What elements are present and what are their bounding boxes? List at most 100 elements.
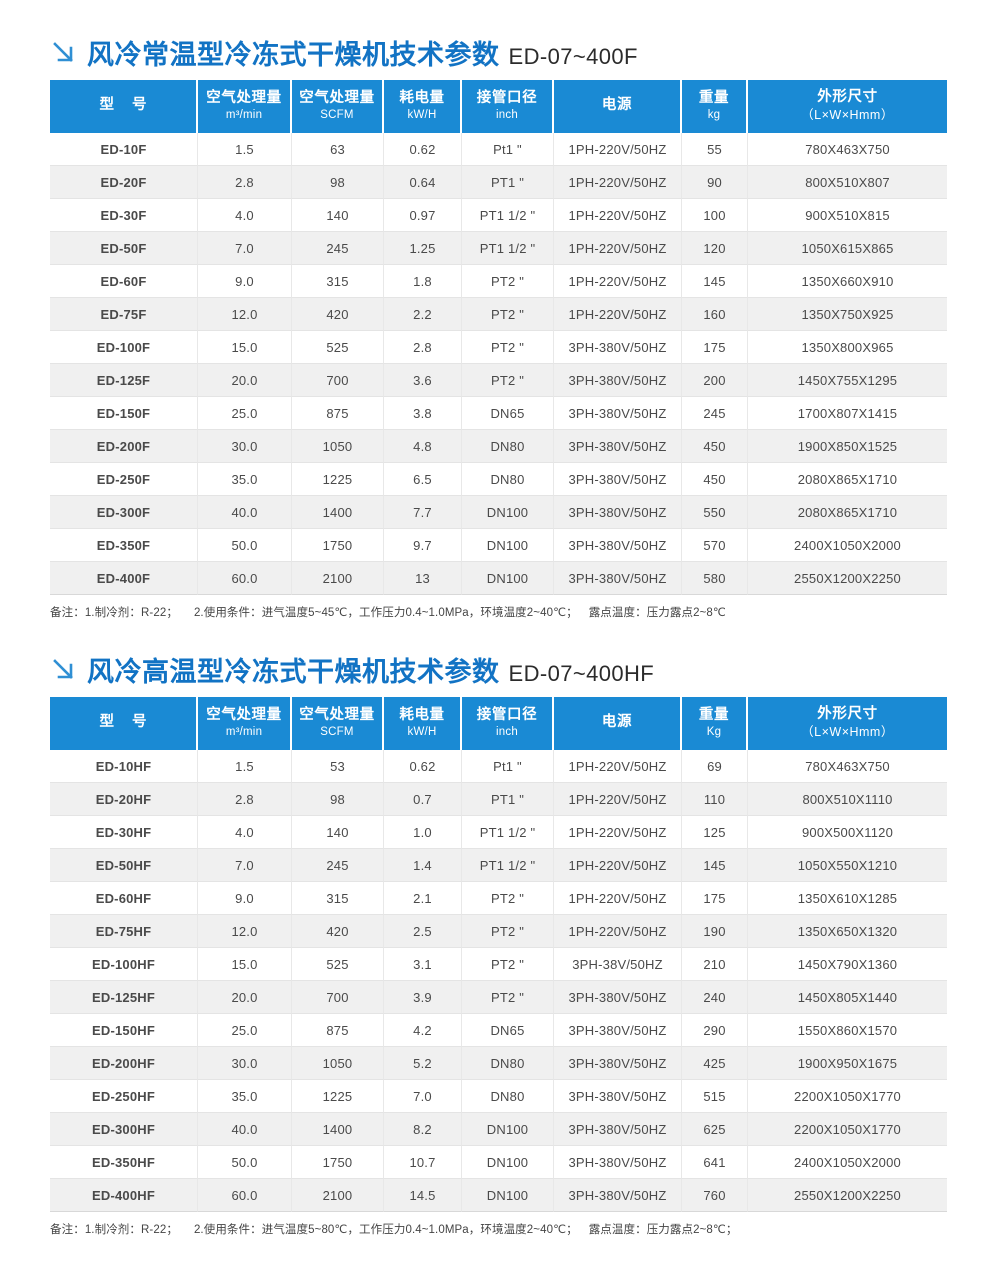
cell-supply: 1PH-220V/50HZ (554, 133, 682, 166)
cell-air-m3: 12.0 (198, 298, 292, 331)
cell-power-kwh: 0.97 (384, 199, 462, 232)
col-header-supply: 电源 (554, 80, 682, 133)
cell-dims: 1900X950X1675 (748, 1047, 947, 1080)
cell-supply: 1PH-220V/50HZ (554, 166, 682, 199)
table-row: ED-60HF 9.0 315 2.1 PT2 " 1PH-220V/50HZ 175 135… (50, 882, 947, 915)
cell-model: ED-300F (50, 496, 198, 529)
cell-weight: 120 (682, 232, 748, 265)
cell-weight: 240 (682, 981, 748, 1014)
down-right-arrow-icon (52, 41, 78, 67)
table-row: ED-75HF 12.0 420 2.5 PT2 " 1PH-220V/50HZ 190 13… (50, 915, 947, 948)
col-header-weight-cn: 重量 (698, 89, 730, 106)
cell-dims: 1350X650X1320 (748, 915, 947, 948)
cell-weight: 450 (682, 430, 748, 463)
cell-pipe: PT1 " (462, 783, 554, 816)
cell-pipe: PT1 " (462, 166, 554, 199)
cell-air-scfm: 700 (292, 981, 384, 1014)
col-header-pipe-cn: 接管口径 (476, 706, 538, 723)
cell-supply: 1PH-220V/50HZ (554, 816, 682, 849)
cell-air-scfm: 98 (292, 783, 384, 816)
cell-dims: 1050X550X1210 (748, 849, 947, 882)
col-header-model-cn: 型 号 (99, 714, 154, 731)
cell-air-m3: 4.0 (198, 199, 292, 232)
cell-power-kwh: 6.5 (384, 463, 462, 496)
cell-weight: 210 (682, 948, 748, 981)
col-header-weight: 重量 Kg (682, 697, 748, 750)
cell-weight: 290 (682, 1014, 748, 1047)
cell-dims: 1350X610X1285 (748, 882, 947, 915)
table-body-normal-temp: ED-10F 1.5 63 0.62 Pt1 " 1PH-220V/50HZ 55 780X4… (50, 133, 947, 595)
cell-supply: 1PH-220V/50HZ (554, 298, 682, 331)
cell-air-scfm: 1225 (292, 1080, 384, 1113)
col-header-air-m3: 空气处理量 m³/min (198, 80, 292, 133)
cell-dims: 1350X660X910 (748, 265, 947, 298)
cell-weight: 100 (682, 199, 748, 232)
cell-supply: 1PH-220V/50HZ (554, 232, 682, 265)
footnote-high-temp: 备注：1.制冷剂：R-22； 2.使用条件：进气温度5~80℃，工作压力0.4~1… (50, 1221, 947, 1237)
col-header-power-kwh: 耗电量 kW/H (384, 697, 462, 750)
col-header-air-m3-cn: 空气处理量 (206, 89, 282, 106)
cell-model: ED-400HF (50, 1179, 198, 1212)
cell-weight: 515 (682, 1080, 748, 1113)
col-header-model: 型 号 (50, 80, 198, 133)
cell-model: ED-350HF (50, 1146, 198, 1179)
cell-weight: 200 (682, 364, 748, 397)
cell-air-scfm: 63 (292, 133, 384, 166)
cell-pipe: PT2 " (462, 948, 554, 981)
cell-pipe: Pt1 " (462, 133, 554, 166)
cell-pipe: PT2 " (462, 981, 554, 1014)
cell-air-m3: 2.8 (198, 166, 292, 199)
col-header-dimensions-cn: 外形尺寸 (817, 706, 878, 723)
cell-power-kwh: 5.2 (384, 1047, 462, 1080)
cell-air-scfm: 2100 (292, 1179, 384, 1212)
cell-model: ED-60HF (50, 882, 198, 915)
spec-table-normal-temp: 型 号 空气处理量 m³/min 空气处理量 SCFM 耗电量 kW/H (50, 80, 947, 595)
col-header-air-m3-unit: m³/min (225, 725, 263, 738)
table-row: ED-30F 4.0 140 0.97 PT1 1/2 " 1PH-220V/50HZ 10… (50, 199, 947, 232)
cell-air-m3: 50.0 (198, 1146, 292, 1179)
cell-supply: 3PH-38V/50HZ (554, 948, 682, 981)
col-header-weight: 重量 kg (682, 80, 748, 133)
col-header-air-scfm-cn: 空气处理量 (299, 89, 375, 106)
cell-power-kwh: 0.62 (384, 750, 462, 783)
cell-dims: 2550X1200X2250 (748, 562, 947, 595)
cell-dims: 780X463X750 (748, 133, 947, 166)
cell-weight: 625 (682, 1113, 748, 1146)
cell-weight: 641 (682, 1146, 748, 1179)
cell-air-scfm: 315 (292, 882, 384, 915)
cell-model: ED-200HF (50, 1047, 198, 1080)
cell-dims: 2080X865X1710 (748, 463, 947, 496)
cell-model: ED-50F (50, 232, 198, 265)
col-header-power-kwh-cn: 耗电量 (399, 89, 445, 106)
cell-supply: 3PH-380V/50HZ (554, 463, 682, 496)
cell-supply: 3PH-380V/50HZ (554, 1014, 682, 1047)
cell-model: ED-20F (50, 166, 198, 199)
cell-air-m3: 40.0 (198, 1113, 292, 1146)
cell-pipe: DN100 (462, 562, 554, 595)
col-header-model-cn: 型 号 (99, 97, 154, 114)
cell-supply: 1PH-220V/50HZ (554, 783, 682, 816)
footnote-item3: 露点温度：压力露点2~8℃； (588, 1224, 738, 1236)
col-header-air-scfm-unit: SCFM (320, 725, 354, 738)
table-row: ED-10HF 1.5 53 0.62 Pt1 " 1PH-220V/50HZ 69 780X… (50, 750, 947, 783)
cell-dims: 1700X807X1415 (748, 397, 947, 430)
cell-air-scfm: 875 (292, 397, 384, 430)
section-title-row-2: 风冷高温型冷冻式干燥机技术参数 ED-07~400HF (50, 655, 947, 686)
cell-supply: 3PH-380V/50HZ (554, 981, 682, 1014)
cell-supply: 3PH-380V/50HZ (554, 397, 682, 430)
cell-supply: 3PH-380V/50HZ (554, 1080, 682, 1113)
section-normal-temp: 风冷常温型冷冻式干燥机技术参数 ED-07~400F 型 号 空气处理量 m³/… (50, 0, 947, 620)
cell-air-scfm: 525 (292, 331, 384, 364)
cell-supply: 3PH-380V/50HZ (554, 331, 682, 364)
table-row: ED-125F 20.0 700 3.6 PT2 " 3PH-380V/50HZ 200 14… (50, 364, 947, 397)
cell-air-m3: 35.0 (198, 1080, 292, 1113)
cell-supply: 3PH-380V/50HZ (554, 364, 682, 397)
table-row: ED-350F 50.0 1750 9.7 DN100 3PH-380V/50HZ 570 2… (50, 529, 947, 562)
table-row: ED-50HF 7.0 245 1.4 PT1 1/2 " 1PH-220V/50HZ 14… (50, 849, 947, 882)
cell-weight: 125 (682, 816, 748, 849)
cell-supply: 1PH-220V/50HZ (554, 199, 682, 232)
col-header-dimensions: 外形尺寸 （L×W×Hmm） (748, 697, 947, 750)
cell-air-m3: 35.0 (198, 463, 292, 496)
footnote-label: 备注： (50, 1224, 85, 1236)
